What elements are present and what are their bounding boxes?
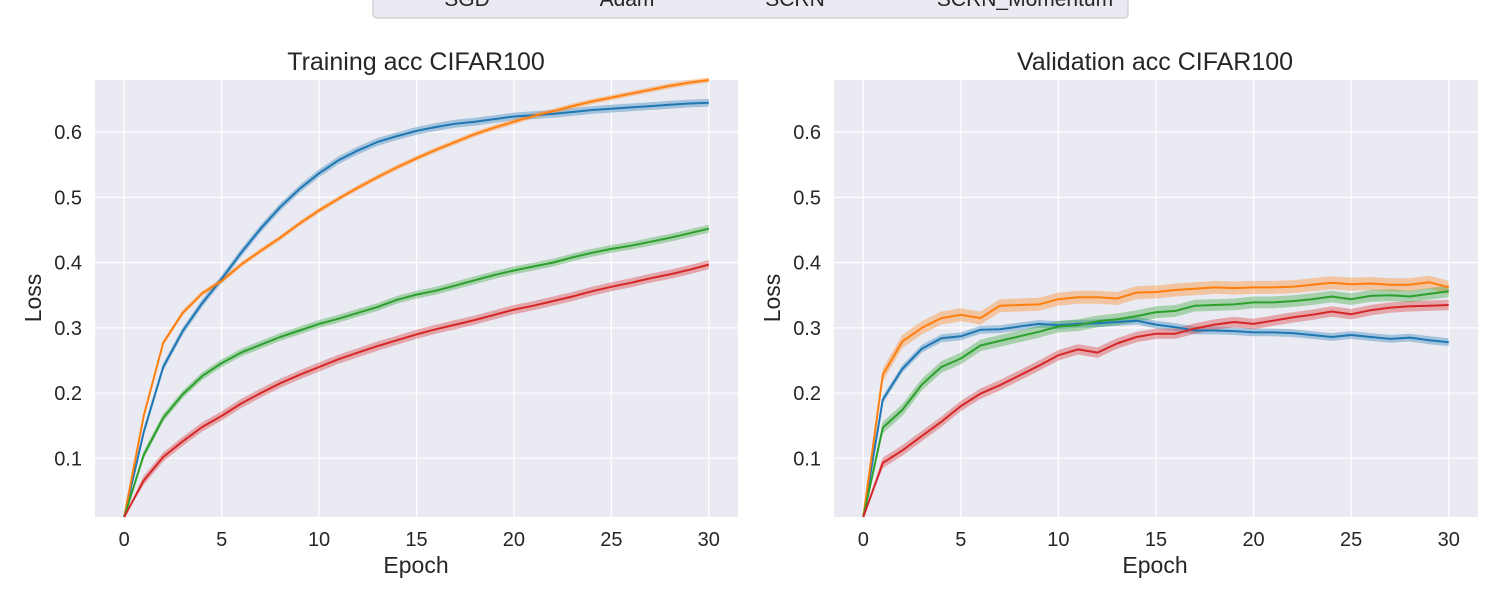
validation-acc-panel: 0 5 10 15 20 25 30 0.1 0.2 0.3 0.4 0.5 0.6 Validati… [759, 48, 1478, 578]
x-tick-label: 30 [698, 529, 720, 551]
line-scrn-momentum [862, 304, 1449, 518]
confidence-bands [863, 275, 1449, 517]
x-tick-labels: 0 5 10 15 20 25 30 [858, 529, 1460, 551]
y-tick-label: 0.4 [793, 253, 821, 275]
y-tick-label: 0.1 [54, 448, 82, 470]
line-scrn [123, 227, 710, 518]
band-scrn [863, 285, 1449, 517]
legend-entry: SCRN_Momentum [937, 0, 1113, 11]
x-tick-label: 25 [1340, 529, 1362, 551]
y-tick-label: 0.2 [793, 383, 821, 405]
x-axis-title: Epoch [1122, 552, 1187, 578]
y-tick-label: 0.5 [54, 187, 82, 209]
x-tick-label: 20 [1242, 529, 1264, 551]
grid [95, 80, 738, 517]
chart-title: Validation acc CIFAR100 [1017, 48, 1293, 76]
y-tick-label: 0.1 [793, 448, 821, 470]
y-tick-label: 0.4 [54, 253, 82, 275]
series-lines [862, 281, 1449, 518]
line-adam [862, 281, 1449, 518]
y-tick-label: 0.2 [54, 383, 82, 405]
x-tick-label: 0 [858, 529, 869, 551]
chart-title: Training acc CIFAR100 [287, 48, 545, 76]
legend: SGD Adam SCRN SCRN_Momentum [372, 0, 1129, 19]
y-tick-label: 0.6 [54, 122, 82, 144]
y-tick-label: 0.5 [793, 187, 821, 209]
y-axis-title: Loss [759, 274, 785, 323]
x-tick-label: 10 [308, 529, 330, 551]
x-tick-label: 5 [955, 529, 966, 551]
x-tick-label: 15 [1145, 529, 1167, 551]
x-tick-labels: 0 5 10 15 20 25 30 [119, 529, 720, 551]
x-tick-label: 15 [405, 529, 427, 551]
line-sgd [862, 319, 1449, 518]
series-lines [123, 79, 710, 518]
legend-entry: Adam [600, 0, 655, 11]
x-tick-label: 30 [1438, 529, 1460, 551]
legend-entry: SGD [444, 0, 490, 11]
x-tick-label: 5 [216, 529, 227, 551]
x-tick-label: 25 [600, 529, 622, 551]
grid [834, 80, 1478, 517]
x-axis-title: Epoch [383, 552, 448, 578]
x-tick-label: 0 [119, 529, 130, 551]
legend-entry: SCRN [765, 0, 825, 11]
line-sgd [123, 101, 709, 518]
training-acc-panel: 0 5 10 15 20 25 30 0.1 0.2 0.3 0.4 0.5 0.6 Training… [20, 48, 738, 578]
y-tick-label: 0.3 [793, 318, 821, 340]
line-scrn [862, 290, 1449, 518]
y-tick-labels: 0.1 0.2 0.3 0.4 0.5 0.6 [54, 122, 82, 470]
legend-box [372, 0, 1129, 19]
x-tick-label: 20 [503, 529, 525, 551]
line-adam [123, 79, 709, 518]
y-tick-label: 0.6 [793, 122, 821, 144]
line-scrn-momentum [123, 263, 710, 518]
y-axis-title: Loss [20, 274, 46, 323]
x-tick-label: 10 [1047, 529, 1069, 551]
y-tick-label: 0.3 [54, 318, 82, 340]
y-tick-labels: 0.1 0.2 0.3 0.4 0.5 0.6 [793, 122, 821, 470]
band-sgd [863, 316, 1449, 517]
